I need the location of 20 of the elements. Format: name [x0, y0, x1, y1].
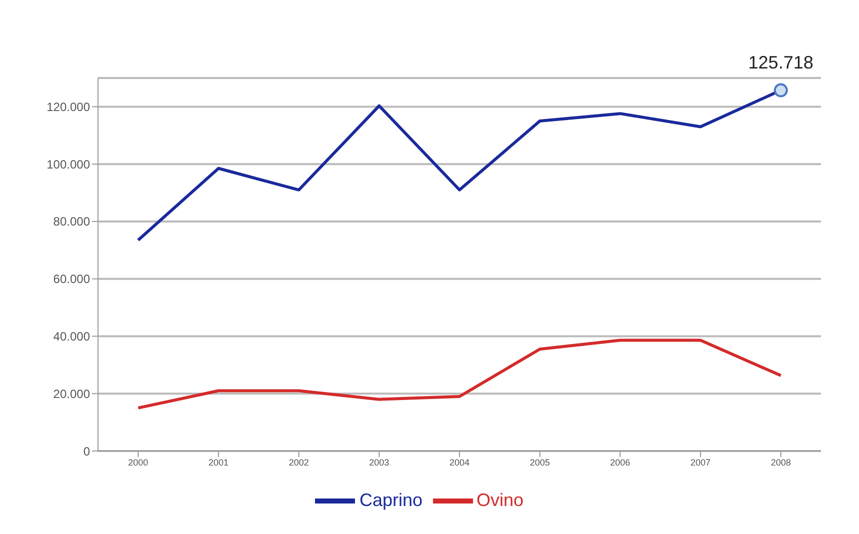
annotation: 125.718 [748, 52, 814, 72]
x-tick-label: 2006 [610, 457, 630, 468]
x-tick-label: 2007 [690, 457, 711, 468]
y-tick-label: 100.000 [46, 157, 90, 172]
x-tick-label: 2002 [288, 457, 309, 468]
x-tick-label: 2008 [770, 457, 791, 468]
legend-label: Ovino [476, 490, 524, 510]
y-tick-label: 80.000 [53, 214, 90, 229]
x-tick-label: 2004 [449, 457, 470, 468]
legend-label: Caprino [359, 490, 422, 510]
line-series [136, 338, 782, 410]
y-tick-label: 20.000 [53, 386, 90, 401]
y-tick-label: 120.000 [46, 100, 90, 114]
y-tick-label: 40.000 [53, 329, 90, 344]
x-tick-label: 2000 [128, 457, 148, 468]
x-tick-label: 2001 [208, 457, 229, 468]
x-tick-label: 2005 [530, 457, 550, 468]
x-tick-label: 2003 [369, 457, 390, 468]
y-tick-label: 0 [83, 444, 90, 458]
y-tick-label: 60.000 [53, 272, 90, 286]
